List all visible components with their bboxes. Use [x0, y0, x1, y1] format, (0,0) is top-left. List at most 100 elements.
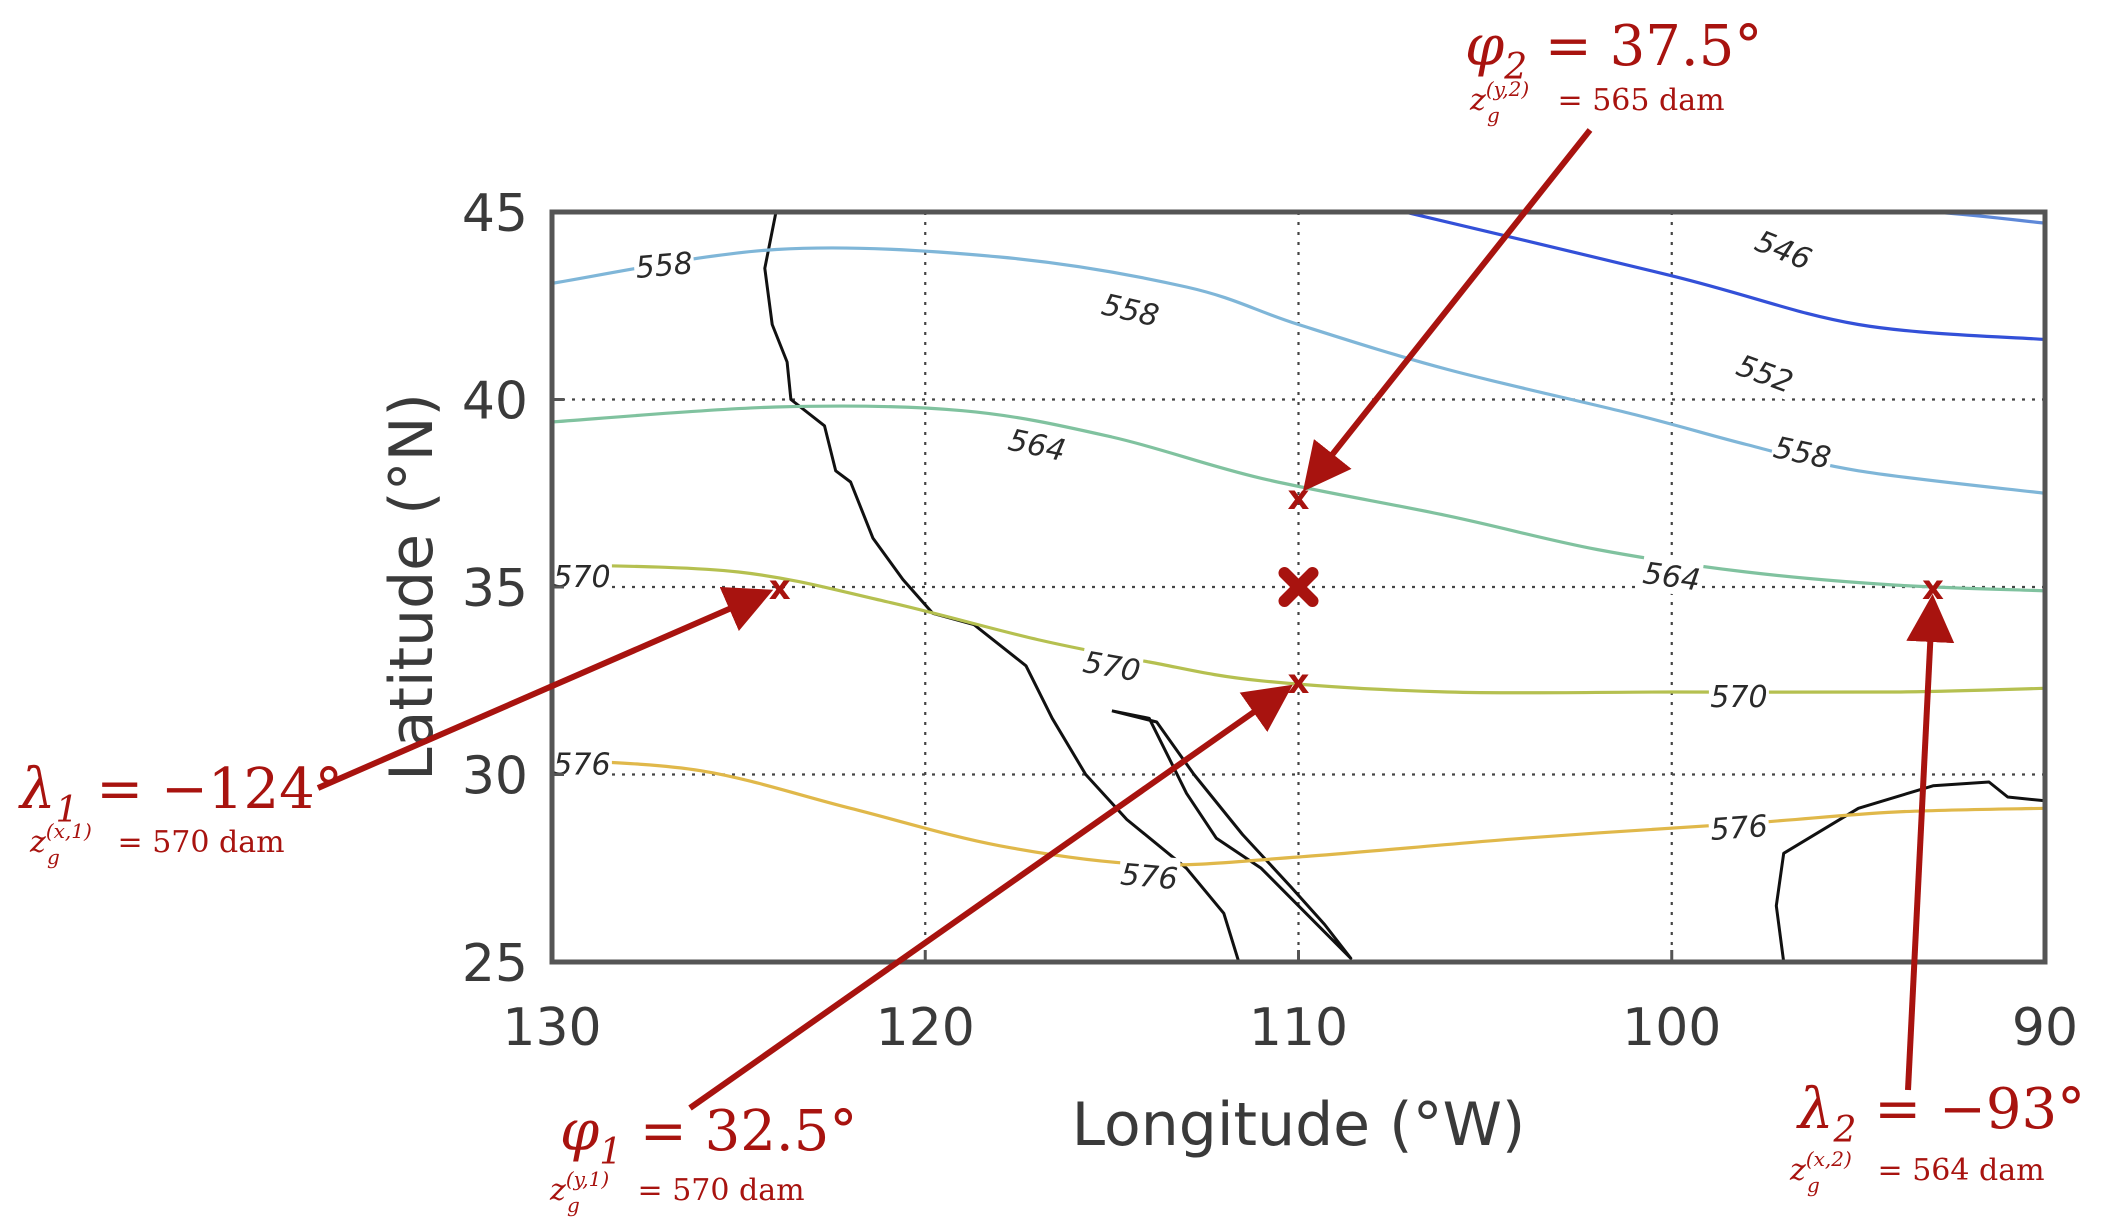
contour-label-bg [1117, 853, 1181, 897]
contour-label-bg [1749, 219, 1820, 278]
contour-label: 570 [1708, 675, 1769, 715]
y-tick-label: 45 [462, 184, 528, 244]
annotation-subscript: 1 [599, 1132, 622, 1173]
contour-line-564 [552, 404, 2045, 593]
contour-label: 570 [1079, 640, 1145, 689]
annotation-subscript: 2 [1503, 47, 1527, 88]
annotation-sub-symbol: z [1469, 83, 1486, 118]
annotation-sublabel: z(y,2) g = 565 dam [1469, 77, 1725, 127]
contour-line-570 [552, 562, 2045, 695]
annotation-sub-value: 564 dam [1912, 1153, 2044, 1188]
contour-label-bg [632, 241, 696, 286]
annotation-equals: = [78, 757, 161, 822]
annotation-sub-symbol: z [549, 1173, 566, 1208]
y-tick-label: 25 [462, 934, 528, 994]
x-tick-label: 120 [876, 998, 975, 1058]
contour-label-bg [1639, 551, 1705, 598]
coastline-segment [1111, 709, 1353, 960]
contour-label-bg [1004, 418, 1071, 469]
contour-line-546 [1397, 212, 2045, 342]
annotation-equals: = [1856, 1077, 1939, 1142]
annotation-arrow [1905, 594, 1955, 1091]
contour-label-text: 576 [1709, 809, 1769, 848]
annotation-arrow [688, 684, 1293, 1111]
contour-label-bg [1079, 640, 1145, 689]
annotation-sub-superscript: (x,1) [46, 819, 92, 843]
point-marker: x [1288, 662, 1310, 702]
annotation-symbol: λ [1796, 1077, 1834, 1142]
annotation-sublabel: z(x,1) g = 570 dam [29, 819, 285, 869]
annotation-arrow [316, 586, 774, 791]
annotation-label: φ1 = 32.5° [560, 1099, 857, 1173]
annotation-sub-equals: = [1548, 83, 1592, 118]
contour-label: 546 [1749, 219, 1820, 278]
contour-label: 564 [1004, 418, 1071, 469]
contour-label: 576 [1707, 804, 1771, 848]
annotation-sub-superscript: (y,2) [1486, 77, 1529, 101]
annotation-symbol: λ [18, 757, 56, 822]
point-marker: x [1922, 568, 1944, 608]
annotation-sub-equals: = [1868, 1153, 1912, 1188]
contour-label-text: 576 [1119, 857, 1179, 897]
annotation-sub-superscript: (x,2) [1806, 1147, 1852, 1171]
contour-label-bg [1708, 675, 1769, 714]
annotation-symbol: φ [1465, 14, 1504, 79]
x-tick-label: 100 [1622, 998, 1721, 1058]
x-tick-label: 90 [2012, 998, 2078, 1058]
contour-label: 552 [1730, 344, 1801, 401]
y-tick-label: 35 [462, 559, 528, 619]
coastline [763, 212, 2045, 962]
annotation-sub-equals: = [108, 825, 152, 860]
contour-label: 576 [1117, 853, 1181, 897]
annotation-label: λ2 = −93° [1796, 1077, 2085, 1151]
annotation-symbol: φ [560, 1099, 599, 1164]
contour-label-text: 558 [634, 246, 694, 286]
annotation-sub-symbol: z [29, 825, 46, 860]
annotation-subscript: 1 [56, 790, 79, 831]
annotation-sublabel: z(y,1) g = 570 dam [549, 1167, 805, 1217]
annotation-value: −93° [1939, 1077, 2085, 1142]
annotation: λ2 = −93°z(x,2) g = 564 dam [1789, 594, 2085, 1197]
contour-label-bg [1097, 283, 1165, 334]
x-tick-label: 130 [502, 998, 601, 1058]
annotation: φ2 = 37.5°z(y,2) g = 565 dam [1302, 14, 1762, 492]
annotation-value: 37.5° [1610, 14, 1763, 79]
annotation-arrow [1302, 128, 1593, 492]
point-marker: x [769, 568, 791, 608]
annotation-sublabel: z(x,2) g = 564 dam [1789, 1147, 2045, 1197]
annotation-sub-subscript: g [1487, 103, 1500, 127]
annotation-label: φ2 = 37.5° [1465, 14, 1762, 88]
contour-label-bg [1707, 804, 1771, 848]
contour-label: 576 [551, 743, 612, 782]
contour-label: 558 [1097, 283, 1165, 334]
annotation-subscript: 2 [1833, 1110, 1857, 1151]
annotation: λ1 = −124°z(x,1) g = 570 dam [18, 586, 774, 869]
y-tick-label: 30 [462, 747, 528, 807]
contour-label: 564 [1639, 551, 1705, 599]
contour-label-text: 576 [553, 747, 610, 782]
y-tick-label: 40 [462, 372, 528, 432]
annotation-value: −124° [161, 757, 343, 822]
y-axis-label: Latitude (°N) [377, 393, 447, 781]
contour-labels: 558 558 546 552 558 564 564 570 570 570 576 576 576 [551, 219, 1836, 897]
annotation-sub-superscript: (y,1) [566, 1167, 609, 1191]
annotation-label: λ1 = −124° [18, 757, 343, 831]
contour-label-text: 570 [1710, 680, 1767, 715]
center-marker [1278, 567, 1319, 607]
contour-label: 570 [551, 555, 612, 595]
annotation-sub-equals: = [628, 1173, 672, 1208]
x-axis-label: Longitude (°W) [1072, 1090, 1526, 1160]
annotation-value: 32.5° [705, 1099, 858, 1164]
contour-label-text: 570 [553, 560, 610, 595]
center-marker-stroke [1278, 567, 1319, 607]
annotation-sub-symbol: z [1789, 1153, 1806, 1188]
annotation: φ1 = 32.5°z(y,1) g = 570 dam [549, 684, 1293, 1217]
annotation-sub-subscript: g [47, 845, 60, 869]
coastline-segment [1774, 780, 2045, 962]
annotation-sub-value: 570 dam [672, 1173, 804, 1208]
contour-label: 558 [1769, 426, 1836, 477]
annotation-sub-subscript: g [1807, 1173, 1820, 1197]
contour-label-text: 546 [1750, 224, 1816, 278]
